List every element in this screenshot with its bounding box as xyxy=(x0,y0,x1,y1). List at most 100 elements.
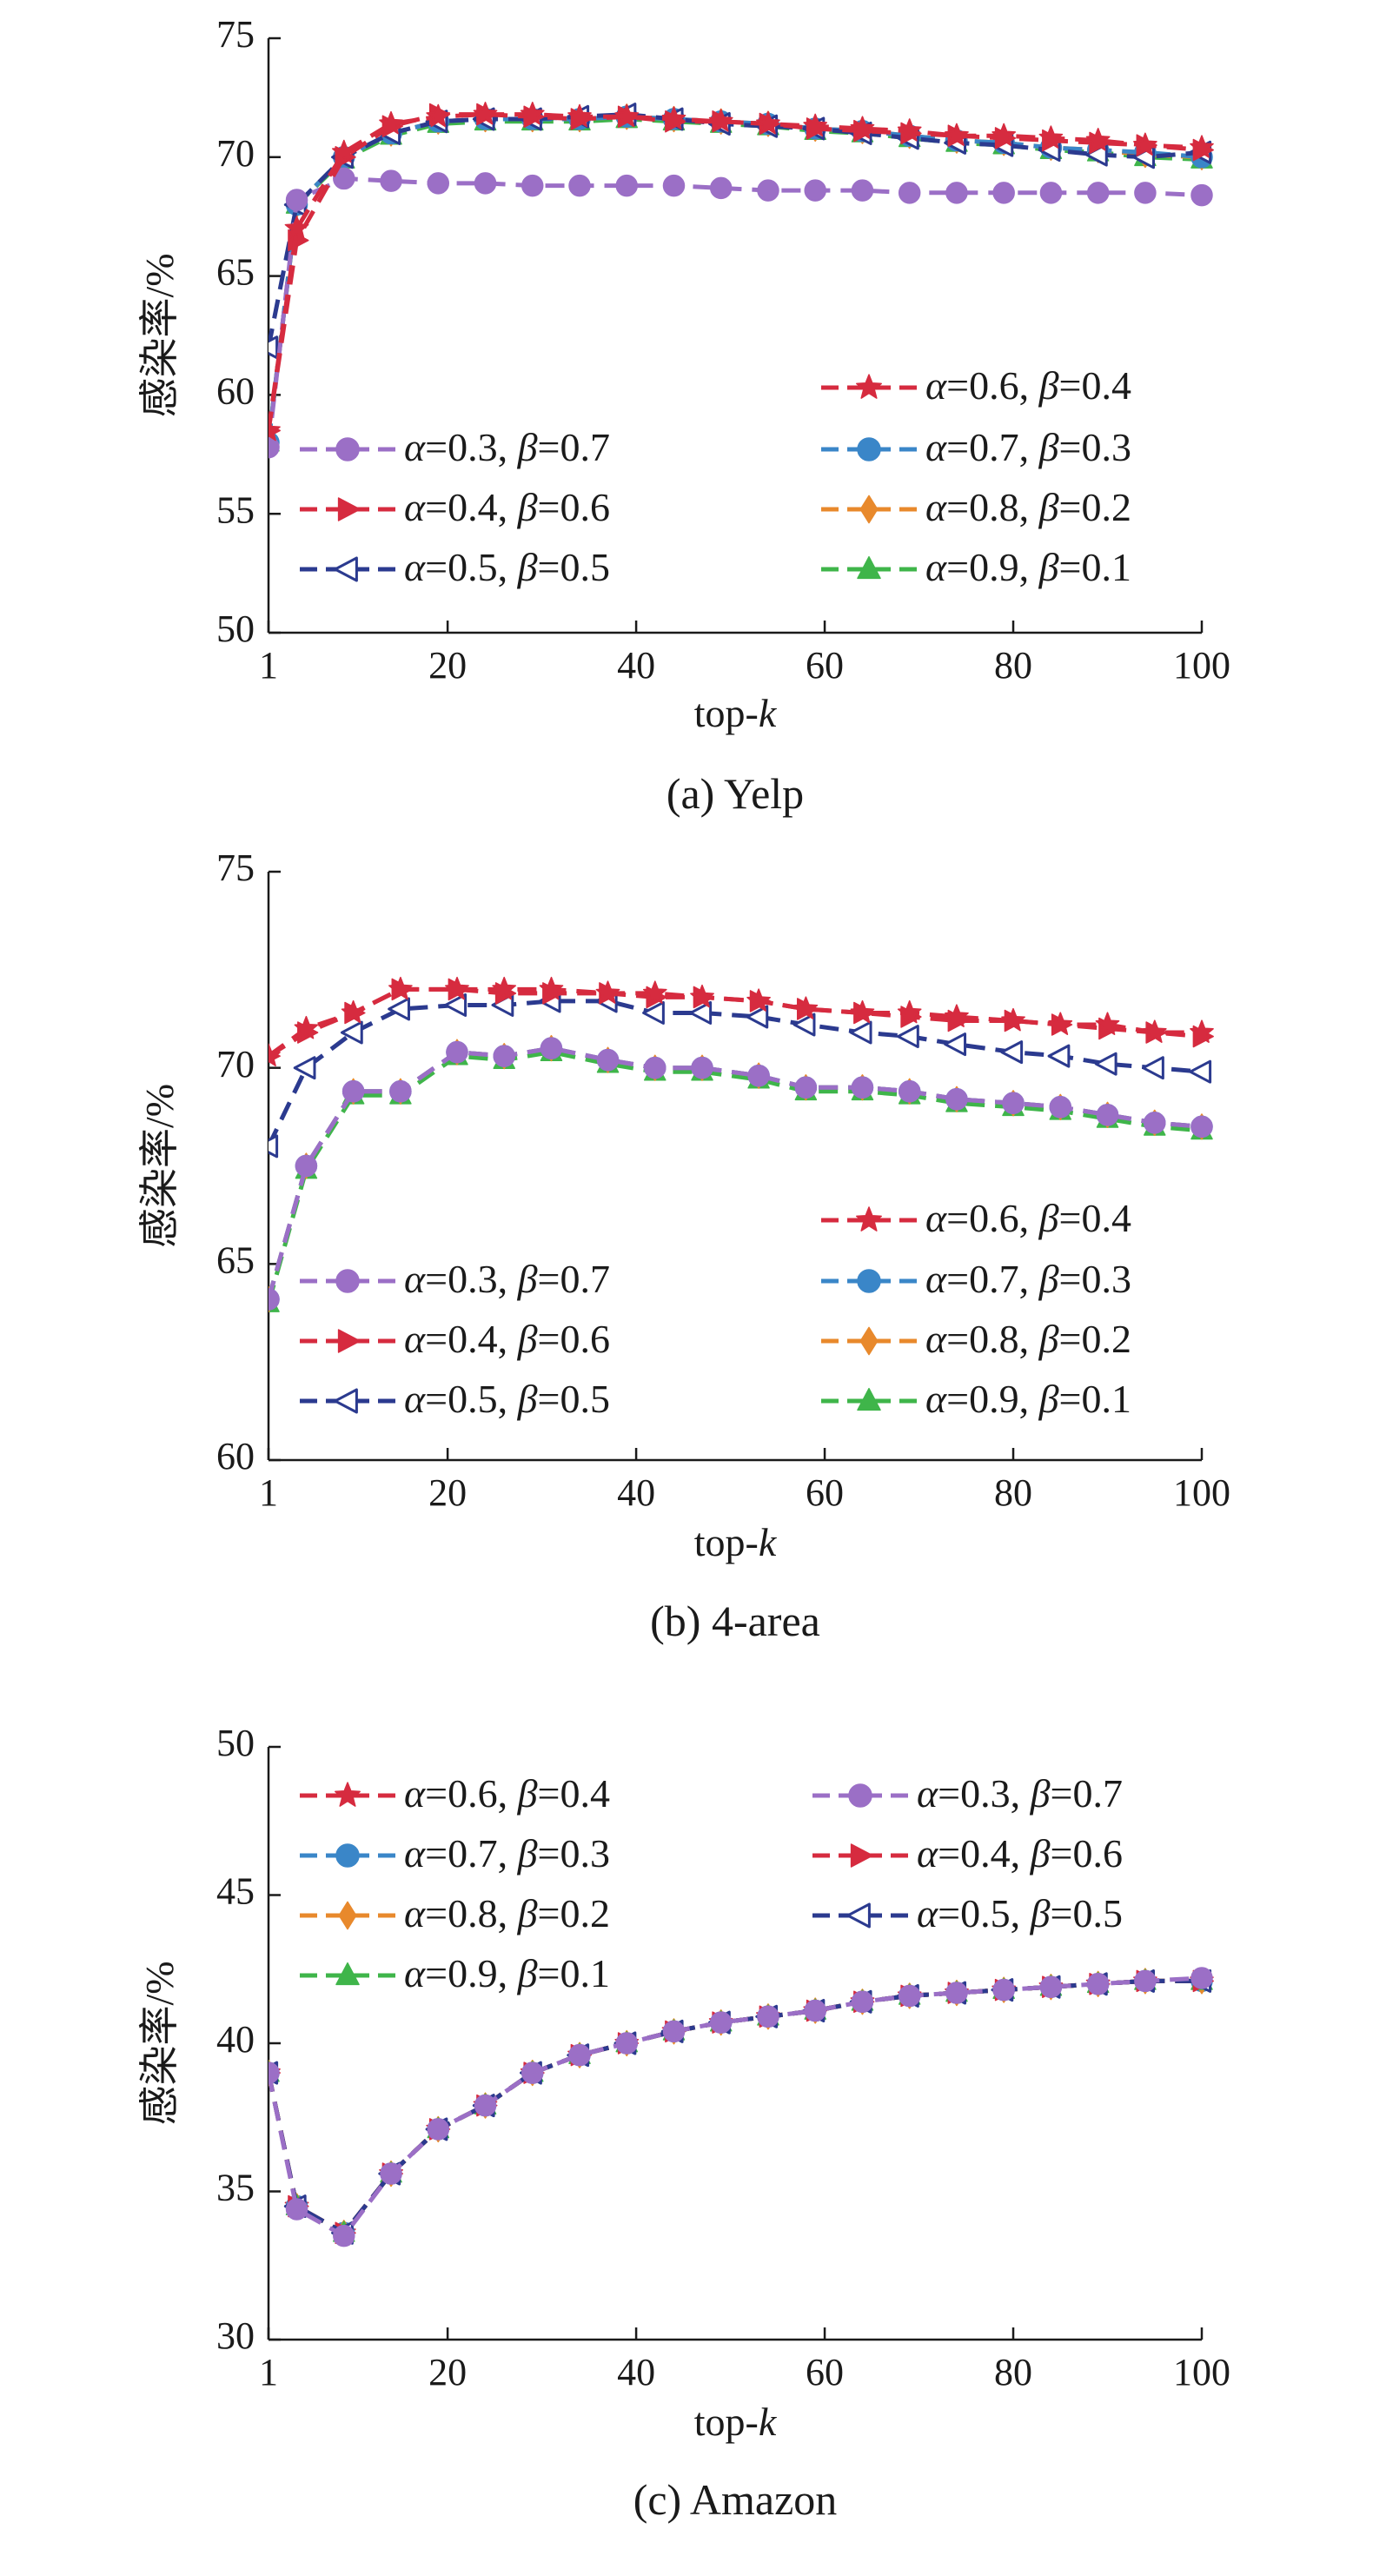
x-tick-label: 100 xyxy=(1173,644,1230,687)
data-point-s3 xyxy=(747,1064,770,1087)
panel-caption: (c) Amazon xyxy=(633,2475,838,2524)
data-point-s5 xyxy=(1142,1056,1164,1080)
data-point-s6 xyxy=(473,102,498,125)
legend-entry-s7: α=0.7, β=0.3 xyxy=(821,425,1131,469)
data-point-s6 xyxy=(341,999,366,1024)
data-point-s3 xyxy=(1190,183,1213,207)
data-point-s3 xyxy=(568,2043,591,2067)
data-point-s3 xyxy=(851,179,874,202)
legend-entry-s3: α=0.3, β=0.7 xyxy=(300,1257,610,1301)
legend-entry-s3: α=0.3, β=0.7 xyxy=(812,1771,1123,1816)
data-point-s3 xyxy=(285,2198,308,2221)
data-point-s3 xyxy=(1190,1967,1213,1989)
y-tick-label: 35 xyxy=(216,2167,255,2209)
data-point-s3 xyxy=(615,174,638,197)
legend: α=0.6, β=0.4 α=0.3, β=0.7 α=0.7, β=0.3 α=0.… xyxy=(300,363,1131,589)
data-point-s3 xyxy=(1096,1104,1119,1126)
data-point-s6 xyxy=(379,110,403,135)
y-tick-label: 60 xyxy=(216,1435,255,1477)
data-point-s3 xyxy=(898,182,921,204)
data-point-s3 xyxy=(521,174,544,197)
legend-marker-s6 xyxy=(856,374,882,399)
data-point-s3 xyxy=(794,1076,818,1099)
legend-entry-s5: α=0.5, β=0.5 xyxy=(300,545,610,589)
x-axis-label: top-k xyxy=(694,691,778,735)
data-point-s5 xyxy=(642,1000,665,1025)
data-point-s6 xyxy=(520,102,545,125)
data-point-s3 xyxy=(709,2011,733,2034)
data-point-s6 xyxy=(690,984,714,1008)
data-point-s5 xyxy=(444,993,468,1017)
legend-entry-s9: α=0.9, β=0.1 xyxy=(821,1377,1131,1421)
legend-marker-s8 xyxy=(859,495,879,524)
legend-marker-s7 xyxy=(857,437,881,461)
y-tick-label: 65 xyxy=(216,251,255,294)
legend-label-s8: α=0.8, β=0.2 xyxy=(404,1891,610,1935)
data-point-s6 xyxy=(1190,135,1214,158)
data-point-s3 xyxy=(427,2118,450,2141)
legend-entry-s8: α=0.8, β=0.2 xyxy=(821,1317,1131,1361)
data-point-s3 xyxy=(757,179,779,202)
legend-marker-s9 xyxy=(857,1387,881,1411)
data-point-s5 xyxy=(269,335,279,360)
data-point-s3 xyxy=(945,182,968,204)
data-point-s3 xyxy=(1002,1092,1025,1115)
legend-label-s4: α=0.4, β=0.6 xyxy=(404,485,610,529)
chart-panel-1: 50 55 60 65 70 75 1 20 40 60 80 100 top-k 感染率/% (a) Ye… xyxy=(137,13,1230,818)
data-point-s3 xyxy=(596,1048,620,1072)
data-point-s6 xyxy=(897,999,922,1024)
legend-label-s9: α=0.9, β=0.1 xyxy=(925,545,1131,589)
series-s5 xyxy=(269,1969,1212,2245)
data-point-s3 xyxy=(269,1288,280,1311)
legend-entry-s6: α=0.6, β=0.4 xyxy=(821,363,1131,408)
y-tick-label: 65 xyxy=(216,1238,255,1281)
data-point-s3 xyxy=(333,2224,355,2247)
plot-area xyxy=(269,102,1214,459)
legend-label-s5: α=0.5, β=0.5 xyxy=(404,545,610,589)
x-tick-label: 100 xyxy=(1173,2351,1230,2393)
plot-area xyxy=(269,1967,1214,2247)
data-point-s3 xyxy=(521,2061,544,2084)
data-point-s6 xyxy=(492,976,517,1000)
data-point-s3 xyxy=(1134,1969,1157,1993)
legend-label-s8: α=0.8, β=0.2 xyxy=(925,1317,1131,1361)
x-tick-label: 40 xyxy=(617,2351,655,2393)
x-tick-label: 1 xyxy=(259,1471,278,1514)
x-tick-label: 60 xyxy=(806,644,844,687)
data-point-s3 xyxy=(285,189,308,211)
data-point-s3 xyxy=(992,1978,1015,2002)
legend-entry-s6: α=0.6, β=0.4 xyxy=(821,1196,1131,1240)
data-point-s5 xyxy=(1000,1040,1024,1065)
legend-marker-s7 xyxy=(335,1843,360,1868)
y-tick-label: 45 xyxy=(216,1870,255,1913)
data-point-s6 xyxy=(331,139,356,163)
data-point-s6 xyxy=(284,216,309,239)
data-point-s3 xyxy=(804,179,826,202)
data-point-s3 xyxy=(898,1984,921,2008)
data-point-s5 xyxy=(897,1025,919,1049)
data-point-s3 xyxy=(709,176,733,200)
series-s8 xyxy=(269,1968,1210,2247)
legend-marker-s4 xyxy=(337,497,361,521)
y-tick-label: 70 xyxy=(216,132,255,175)
legend-marker-s3 xyxy=(335,1269,360,1293)
data-point-s5 xyxy=(1094,1052,1117,1076)
data-point-s6 xyxy=(793,996,819,1019)
legend-label-s9: α=0.9, β=0.1 xyxy=(925,1377,1131,1421)
data-point-s5 xyxy=(293,1056,316,1080)
series-s3 xyxy=(269,167,1213,459)
data-point-s6 xyxy=(1142,1019,1167,1043)
legend-marker-s3 xyxy=(848,1783,872,1808)
data-point-s3 xyxy=(1134,182,1157,204)
data-point-s6 xyxy=(756,110,780,135)
y-tick-label: 75 xyxy=(216,13,255,56)
data-point-s6 xyxy=(614,103,640,128)
legend-entry-s4: α=0.4, β=0.6 xyxy=(300,485,610,529)
legend-label-s6: α=0.6, β=0.4 xyxy=(404,1771,610,1816)
legend-marker-s5 xyxy=(846,1902,871,1929)
y-tick-label: 70 xyxy=(216,1043,255,1086)
series-s3 xyxy=(269,1967,1213,2247)
chart-panel-2: 60 65 70 75 1 20 40 60 80 100 top-k 感染率/% (b) 4-area… xyxy=(137,846,1230,1645)
data-point-s6 xyxy=(661,106,686,129)
